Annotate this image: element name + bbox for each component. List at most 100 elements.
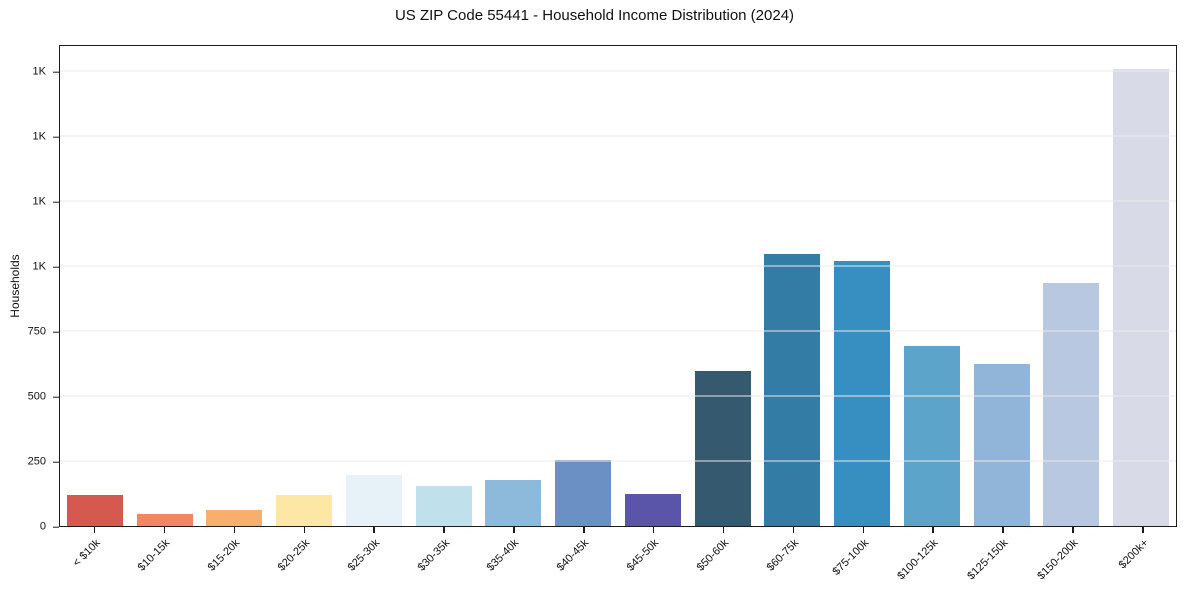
x-tick-slot: $200k+ (1107, 527, 1177, 589)
x-tick-label: $45-50k (624, 537, 662, 574)
gridline (60, 330, 1176, 332)
x-tick-mark (233, 527, 236, 533)
gridline (60, 265, 1176, 267)
y-tick-mark (53, 266, 59, 268)
x-tick-mark (1072, 527, 1074, 533)
bar-slot (339, 46, 409, 526)
x-tick-mark (792, 527, 795, 533)
gridline (60, 395, 1176, 397)
x-tick-slot: $150-200k (1035, 527, 1107, 589)
bar-slot (269, 46, 339, 526)
bar-slot (618, 46, 688, 526)
x-tick-mark (163, 527, 166, 533)
x-tick-slot: $45-50k (618, 527, 688, 589)
x-tick-label: $50-60k (694, 537, 732, 574)
x-tick-slot: $30-35k (408, 527, 478, 589)
x-tick-mark (862, 527, 865, 533)
x-tick-slot: $40-45k (548, 527, 618, 589)
y-tick-label: 250 (27, 455, 46, 468)
x-tick-slot: $60-75k (758, 527, 828, 589)
x-tick-mark (513, 527, 515, 533)
bar-slot (130, 46, 200, 526)
x-tick-label: $150-200k (1035, 537, 1081, 583)
y-tick-mark (53, 331, 59, 333)
x-tick-mark (932, 527, 934, 533)
bar-75-100k (834, 260, 891, 526)
x-axis: < $10k $10-15k $15-20k $20-25k $25-30k $30-35… (59, 527, 1177, 589)
bar-slot (548, 46, 618, 526)
x-tick-slot: $15-20k (199, 527, 269, 589)
bar-45-50k (624, 493, 681, 526)
bar-100-125k (903, 345, 960, 526)
x-tick-label: $15-20k (205, 537, 243, 574)
y-tick-label: 500 (27, 390, 46, 403)
x-tick-label: $30-35k (415, 537, 452, 574)
x-tick-mark (722, 527, 725, 533)
x-tick-label: $20-25k (275, 537, 313, 574)
bar-slot (688, 46, 758, 526)
x-tick-mark (652, 527, 655, 533)
x-tick-label: $100-125k (895, 537, 941, 583)
x-tick-label: $25-30k (345, 537, 382, 574)
bar-125-150k (973, 364, 1030, 526)
x-tick-slot: $35-40k (478, 527, 548, 589)
x-tick-label: < $10k (70, 537, 103, 570)
bar-slot (409, 46, 479, 526)
y-tick-mark (53, 201, 59, 203)
x-tick-slot: $100-125k (895, 527, 968, 589)
bar-15-20k (206, 509, 263, 526)
x-tick-label: $75-100k (830, 537, 872, 578)
bar-slot (967, 46, 1037, 526)
chart-title: US ZIP Code 55441 - Household Income Dis… (394, 7, 795, 24)
y-axis: 0 250 500 750 1K 1K 1K 1K (0, 45, 59, 532)
bar-slot (200, 46, 270, 526)
gridline (60, 200, 1176, 202)
y-tick-mark (53, 526, 59, 528)
y-tick-label: 1K (32, 130, 46, 143)
x-tick-mark (1142, 527, 1144, 533)
bar-20-25k (276, 494, 333, 526)
bar-40-45k (555, 459, 612, 526)
bar-150-200k (1043, 283, 1100, 526)
x-tick-slot: $25-30k (339, 527, 409, 589)
x-tick-slot: $50-60k (688, 527, 758, 589)
bar-slot (1106, 46, 1176, 526)
bar-25-30k (345, 474, 402, 526)
gridline (60, 135, 1176, 137)
x-tick-slot: $75-100k (828, 527, 898, 589)
x-tick-label: $200k+ (1116, 537, 1151, 572)
bar-slot (897, 46, 967, 526)
bar-10k (66, 495, 123, 526)
y-tick-label: 1K (32, 65, 46, 78)
bar-60-75k (764, 253, 821, 526)
bars-container (60, 46, 1176, 526)
gridline (60, 70, 1176, 72)
x-tick-mark (93, 527, 96, 533)
x-tick-label: $125-150k (965, 537, 1011, 583)
gridline (60, 460, 1176, 462)
x-tick-label: $60-75k (764, 537, 802, 574)
x-tick-mark (583, 527, 585, 533)
plot-area (59, 45, 1177, 527)
bar-200k (1113, 69, 1170, 526)
bar-slot (827, 46, 897, 526)
bar-50-60k (694, 371, 751, 526)
bar-slot (758, 46, 828, 526)
y-tick-label: 1K (32, 195, 46, 208)
y-tick-label: 1K (32, 260, 46, 273)
x-tick-mark (1002, 527, 1004, 533)
y-tick-label: 750 (27, 325, 46, 338)
x-tick-slot: $20-25k (269, 527, 339, 589)
bar-35-40k (485, 480, 542, 526)
x-tick-label: $35-40k (485, 537, 522, 574)
y-tick-mark (53, 136, 59, 138)
bar-30-35k (415, 485, 472, 526)
x-tick-slot: $10-15k (129, 527, 199, 589)
bar-10-15k (136, 513, 193, 526)
x-tick-slot: $125-150k (965, 527, 1037, 589)
y-tick-mark (53, 71, 59, 73)
x-tick-mark (303, 527, 306, 533)
x-tick-mark (443, 527, 445, 533)
bar-slot (1037, 46, 1107, 526)
